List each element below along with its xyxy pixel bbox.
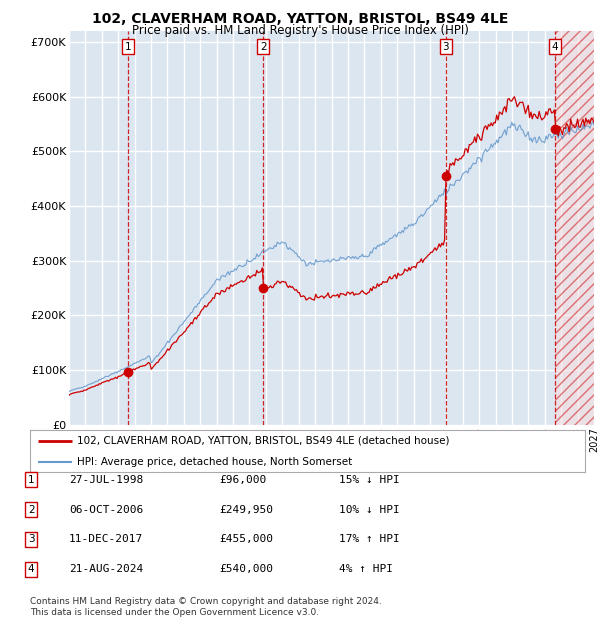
Text: £455,000: £455,000 — [219, 534, 273, 544]
Text: 2: 2 — [28, 505, 35, 515]
Bar — [555, 31, 594, 425]
Text: 06-OCT-2006: 06-OCT-2006 — [69, 505, 143, 515]
Text: £96,000: £96,000 — [219, 475, 266, 485]
Text: 27-JUL-1998: 27-JUL-1998 — [69, 475, 143, 485]
Text: 17% ↑ HPI: 17% ↑ HPI — [339, 534, 400, 544]
Text: 3: 3 — [28, 534, 35, 544]
Text: 4: 4 — [552, 42, 559, 51]
Text: 3: 3 — [442, 42, 449, 51]
Text: 15% ↓ HPI: 15% ↓ HPI — [339, 475, 400, 485]
Text: 1: 1 — [28, 475, 35, 485]
Text: 1: 1 — [124, 42, 131, 51]
Text: 4: 4 — [28, 564, 35, 574]
Text: 11-DEC-2017: 11-DEC-2017 — [69, 534, 143, 544]
Bar — [555, 31, 594, 425]
Text: 21-AUG-2024: 21-AUG-2024 — [69, 564, 143, 574]
Text: 102, CLAVERHAM ROAD, YATTON, BRISTOL, BS49 4LE: 102, CLAVERHAM ROAD, YATTON, BRISTOL, BS… — [92, 12, 508, 27]
Text: £540,000: £540,000 — [219, 564, 273, 574]
Text: Contains HM Land Registry data © Crown copyright and database right 2024.
This d: Contains HM Land Registry data © Crown c… — [30, 598, 382, 617]
Bar — [555, 31, 594, 425]
Text: 102, CLAVERHAM ROAD, YATTON, BRISTOL, BS49 4LE (detached house): 102, CLAVERHAM ROAD, YATTON, BRISTOL, BS… — [77, 436, 449, 446]
Text: HPI: Average price, detached house, North Somerset: HPI: Average price, detached house, Nort… — [77, 457, 352, 467]
Text: 10% ↓ HPI: 10% ↓ HPI — [339, 505, 400, 515]
Text: £249,950: £249,950 — [219, 505, 273, 515]
Text: Price paid vs. HM Land Registry's House Price Index (HPI): Price paid vs. HM Land Registry's House … — [131, 24, 469, 37]
Text: 2: 2 — [260, 42, 266, 51]
Text: 4% ↑ HPI: 4% ↑ HPI — [339, 564, 393, 574]
